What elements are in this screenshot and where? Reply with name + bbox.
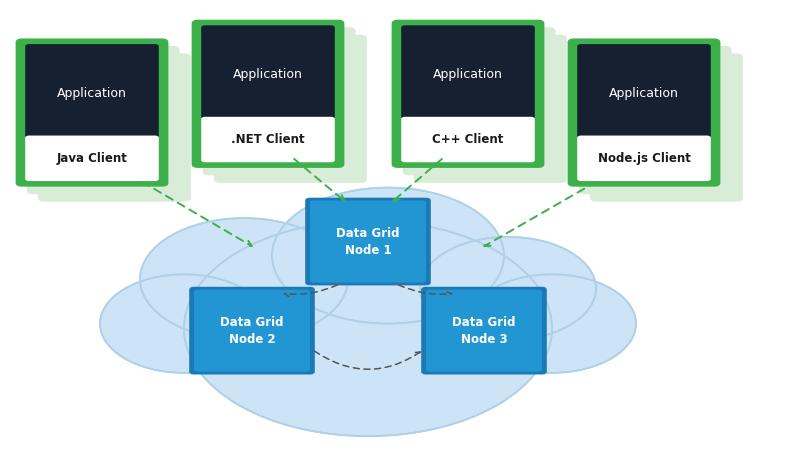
- Text: Application: Application: [233, 68, 303, 81]
- Text: Java Client: Java Client: [57, 152, 127, 165]
- FancyBboxPatch shape: [203, 27, 356, 175]
- FancyBboxPatch shape: [306, 198, 430, 285]
- FancyBboxPatch shape: [414, 35, 566, 183]
- FancyBboxPatch shape: [568, 38, 721, 187]
- Text: Data Grid
Node 3: Data Grid Node 3: [452, 316, 516, 346]
- FancyBboxPatch shape: [590, 53, 743, 202]
- Circle shape: [420, 237, 596, 340]
- Circle shape: [140, 218, 348, 340]
- FancyBboxPatch shape: [392, 20, 544, 168]
- Circle shape: [420, 237, 596, 340]
- FancyBboxPatch shape: [202, 117, 335, 162]
- Text: Application: Application: [433, 68, 503, 81]
- FancyBboxPatch shape: [401, 25, 534, 120]
- Text: Application: Application: [609, 87, 679, 100]
- Circle shape: [468, 274, 636, 373]
- Text: Data Grid
Node 2: Data Grid Node 2: [220, 316, 284, 346]
- Circle shape: [184, 220, 552, 436]
- Circle shape: [140, 218, 348, 340]
- FancyBboxPatch shape: [578, 136, 711, 181]
- FancyBboxPatch shape: [38, 53, 191, 202]
- FancyBboxPatch shape: [202, 25, 335, 120]
- Text: Node.js Client: Node.js Client: [598, 152, 690, 165]
- FancyBboxPatch shape: [194, 290, 310, 371]
- Text: Application: Application: [57, 87, 127, 100]
- Text: Data Grid
Node 1: Data Grid Node 1: [336, 227, 400, 257]
- FancyBboxPatch shape: [26, 136, 158, 181]
- FancyBboxPatch shape: [189, 287, 314, 374]
- Circle shape: [272, 188, 504, 324]
- FancyBboxPatch shape: [578, 44, 711, 138]
- Circle shape: [184, 220, 552, 436]
- FancyBboxPatch shape: [16, 38, 169, 187]
- FancyBboxPatch shape: [579, 46, 732, 194]
- FancyBboxPatch shape: [426, 290, 542, 371]
- FancyBboxPatch shape: [402, 27, 555, 175]
- FancyBboxPatch shape: [214, 35, 366, 183]
- FancyBboxPatch shape: [26, 44, 158, 138]
- Text: C++ Client: C++ Client: [432, 133, 504, 146]
- Text: .NET Client: .NET Client: [231, 133, 305, 146]
- Circle shape: [272, 188, 504, 324]
- Circle shape: [100, 274, 268, 373]
- FancyBboxPatch shape: [401, 117, 534, 162]
- Circle shape: [468, 274, 636, 373]
- FancyBboxPatch shape: [421, 287, 547, 374]
- FancyBboxPatch shape: [310, 201, 426, 282]
- FancyBboxPatch shape: [27, 46, 179, 194]
- FancyBboxPatch shape: [192, 20, 344, 168]
- Circle shape: [100, 274, 268, 373]
